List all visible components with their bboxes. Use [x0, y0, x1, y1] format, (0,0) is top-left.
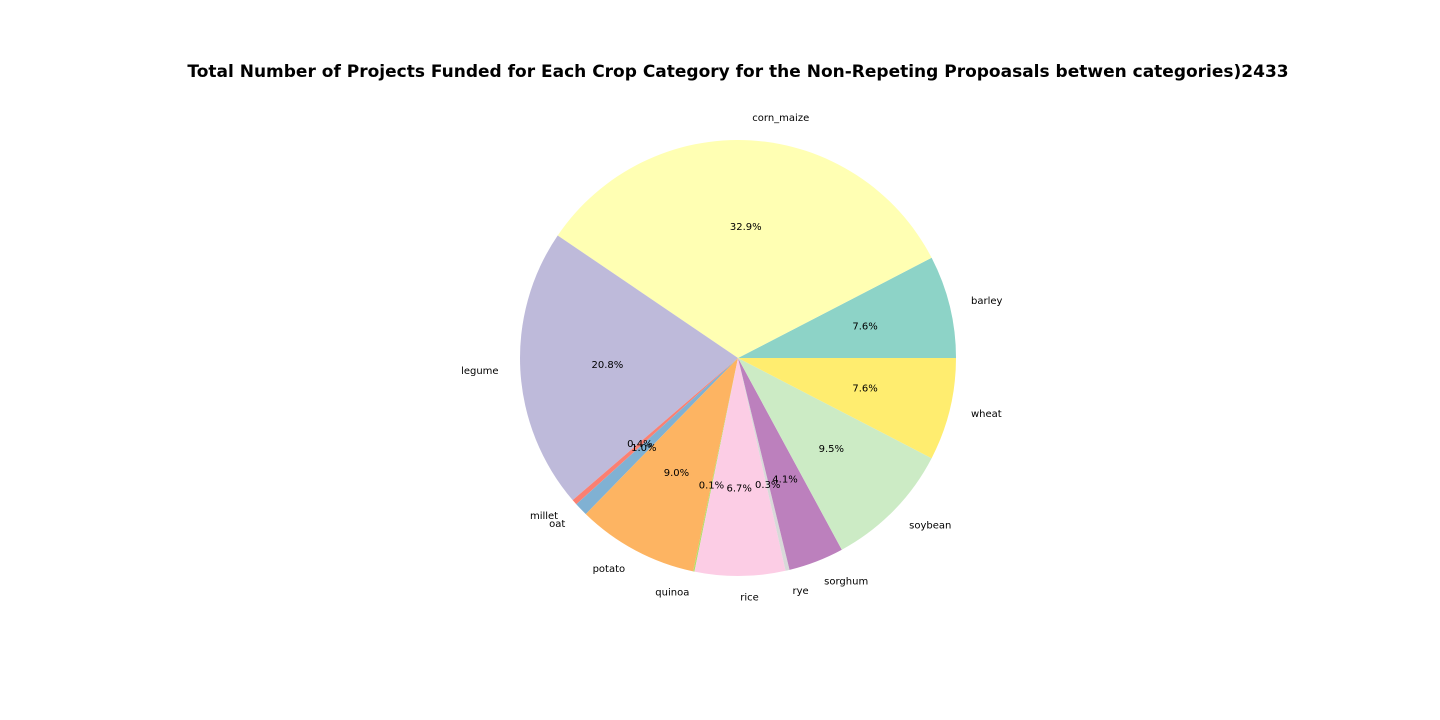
pie-slice-legume [520, 235, 738, 501]
slice-percent-label: 0.3% [755, 480, 780, 491]
slice-percent-label: 0.1% [699, 481, 724, 492]
slice-label: soybean [909, 520, 951, 531]
slice-label: barley [971, 296, 1003, 307]
slice-percent-label: 4.1% [772, 475, 797, 486]
slice-label: legume [461, 366, 499, 377]
chart-title: Total Number of Projects Funded for Each… [187, 62, 1289, 82]
slice-label: oat [549, 519, 565, 530]
pie-slice-millet [572, 358, 738, 505]
slice-label: quinoa [655, 587, 689, 598]
slice-label: wheat [971, 409, 1002, 420]
slice-label: rye [793, 586, 809, 597]
pie-slice-wheat [738, 358, 957, 459]
slice-label: sorghum [824, 576, 868, 587]
pie-slice-corn-maize [557, 140, 932, 358]
slice-percent-label: 6.7% [727, 483, 752, 494]
pie-slice-soybean [738, 358, 932, 550]
slice-percent-label: 7.6% [852, 322, 877, 333]
slice-percent-label: 9.0% [664, 468, 689, 479]
pie-slice-quinoa [693, 358, 738, 572]
slice-percent-label: 0.4% [627, 439, 652, 450]
slice-label: corn_maize [752, 113, 809, 124]
slice-label: potato [593, 564, 626, 575]
pie-slice-sorghum [738, 358, 842, 570]
pie-slice-oat [576, 358, 738, 515]
slice-label: rice [740, 592, 759, 603]
slice-percent-label: 32.9% [730, 222, 762, 233]
slice-label: millet [530, 511, 558, 522]
pie-slice-rice [694, 358, 786, 576]
slice-percent-label: 7.6% [852, 383, 877, 394]
pie-slice-barley [738, 257, 956, 358]
slice-percent-label: 1.0% [631, 443, 656, 454]
pie-slice-potato [585, 358, 738, 572]
slice-percent-label: 9.5% [819, 444, 844, 455]
pie-slice-rye [738, 358, 790, 571]
slice-percent-label: 20.8% [592, 360, 624, 371]
